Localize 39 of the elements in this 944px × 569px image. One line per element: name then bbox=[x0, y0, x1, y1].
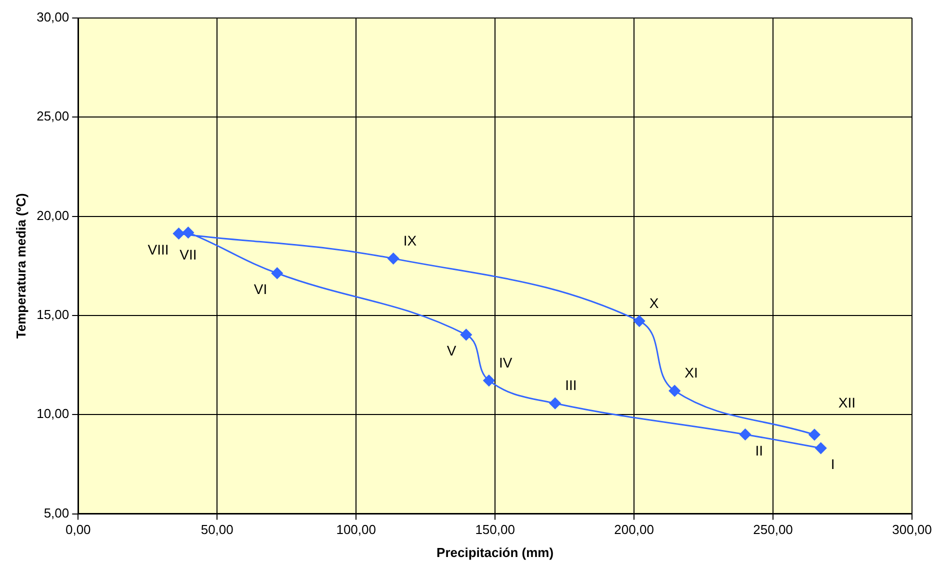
point bbox=[808, 428, 820, 440]
annotation: XI bbox=[684, 364, 698, 381]
x-tick-label: 50,00 bbox=[200, 522, 234, 538]
point bbox=[634, 315, 646, 327]
annotation: III bbox=[565, 377, 577, 394]
x-tick-label: 250,00 bbox=[753, 522, 793, 538]
y-tick-label: 10,00 bbox=[36, 406, 70, 422]
annotation: IX bbox=[403, 232, 418, 248]
x-axis-title: Precipitación (mm) bbox=[436, 544, 554, 560]
point bbox=[173, 228, 184, 240]
y-tick-label: 25,00 bbox=[36, 108, 70, 124]
annotation: XII bbox=[838, 394, 856, 411]
y-tick-label: 20,00 bbox=[36, 208, 70, 223]
point bbox=[815, 442, 827, 454]
annotation: VI bbox=[254, 281, 268, 298]
x-tick-label: 100,00 bbox=[336, 522, 376, 538]
y-axis-title: Temperatura media (ºC) bbox=[13, 193, 28, 339]
point bbox=[388, 252, 400, 264]
annotation: VIII bbox=[148, 241, 169, 258]
y-tick-label: 15,00 bbox=[36, 307, 70, 322]
point bbox=[549, 398, 561, 410]
point bbox=[182, 226, 194, 238]
y-tick-label: 30,00 bbox=[36, 10, 70, 25]
annotation: V bbox=[446, 342, 457, 359]
annotation: X bbox=[649, 294, 660, 311]
x-tick-label: 0,00 bbox=[65, 522, 91, 538]
point bbox=[668, 385, 680, 397]
annotation: II bbox=[755, 442, 764, 458]
point bbox=[739, 428, 751, 440]
x-tick-label: 150,00 bbox=[475, 522, 515, 538]
point bbox=[460, 328, 472, 340]
point bbox=[271, 267, 283, 279]
annotation: IV bbox=[498, 354, 513, 370]
annotation: VII bbox=[180, 246, 197, 262]
y-tick-label: 5,00 bbox=[44, 505, 70, 520]
point bbox=[483, 374, 495, 386]
annotation: I bbox=[830, 456, 835, 472]
x-tick-label: 200,00 bbox=[614, 522, 654, 538]
x-tick-label: 300,00 bbox=[892, 522, 932, 538]
